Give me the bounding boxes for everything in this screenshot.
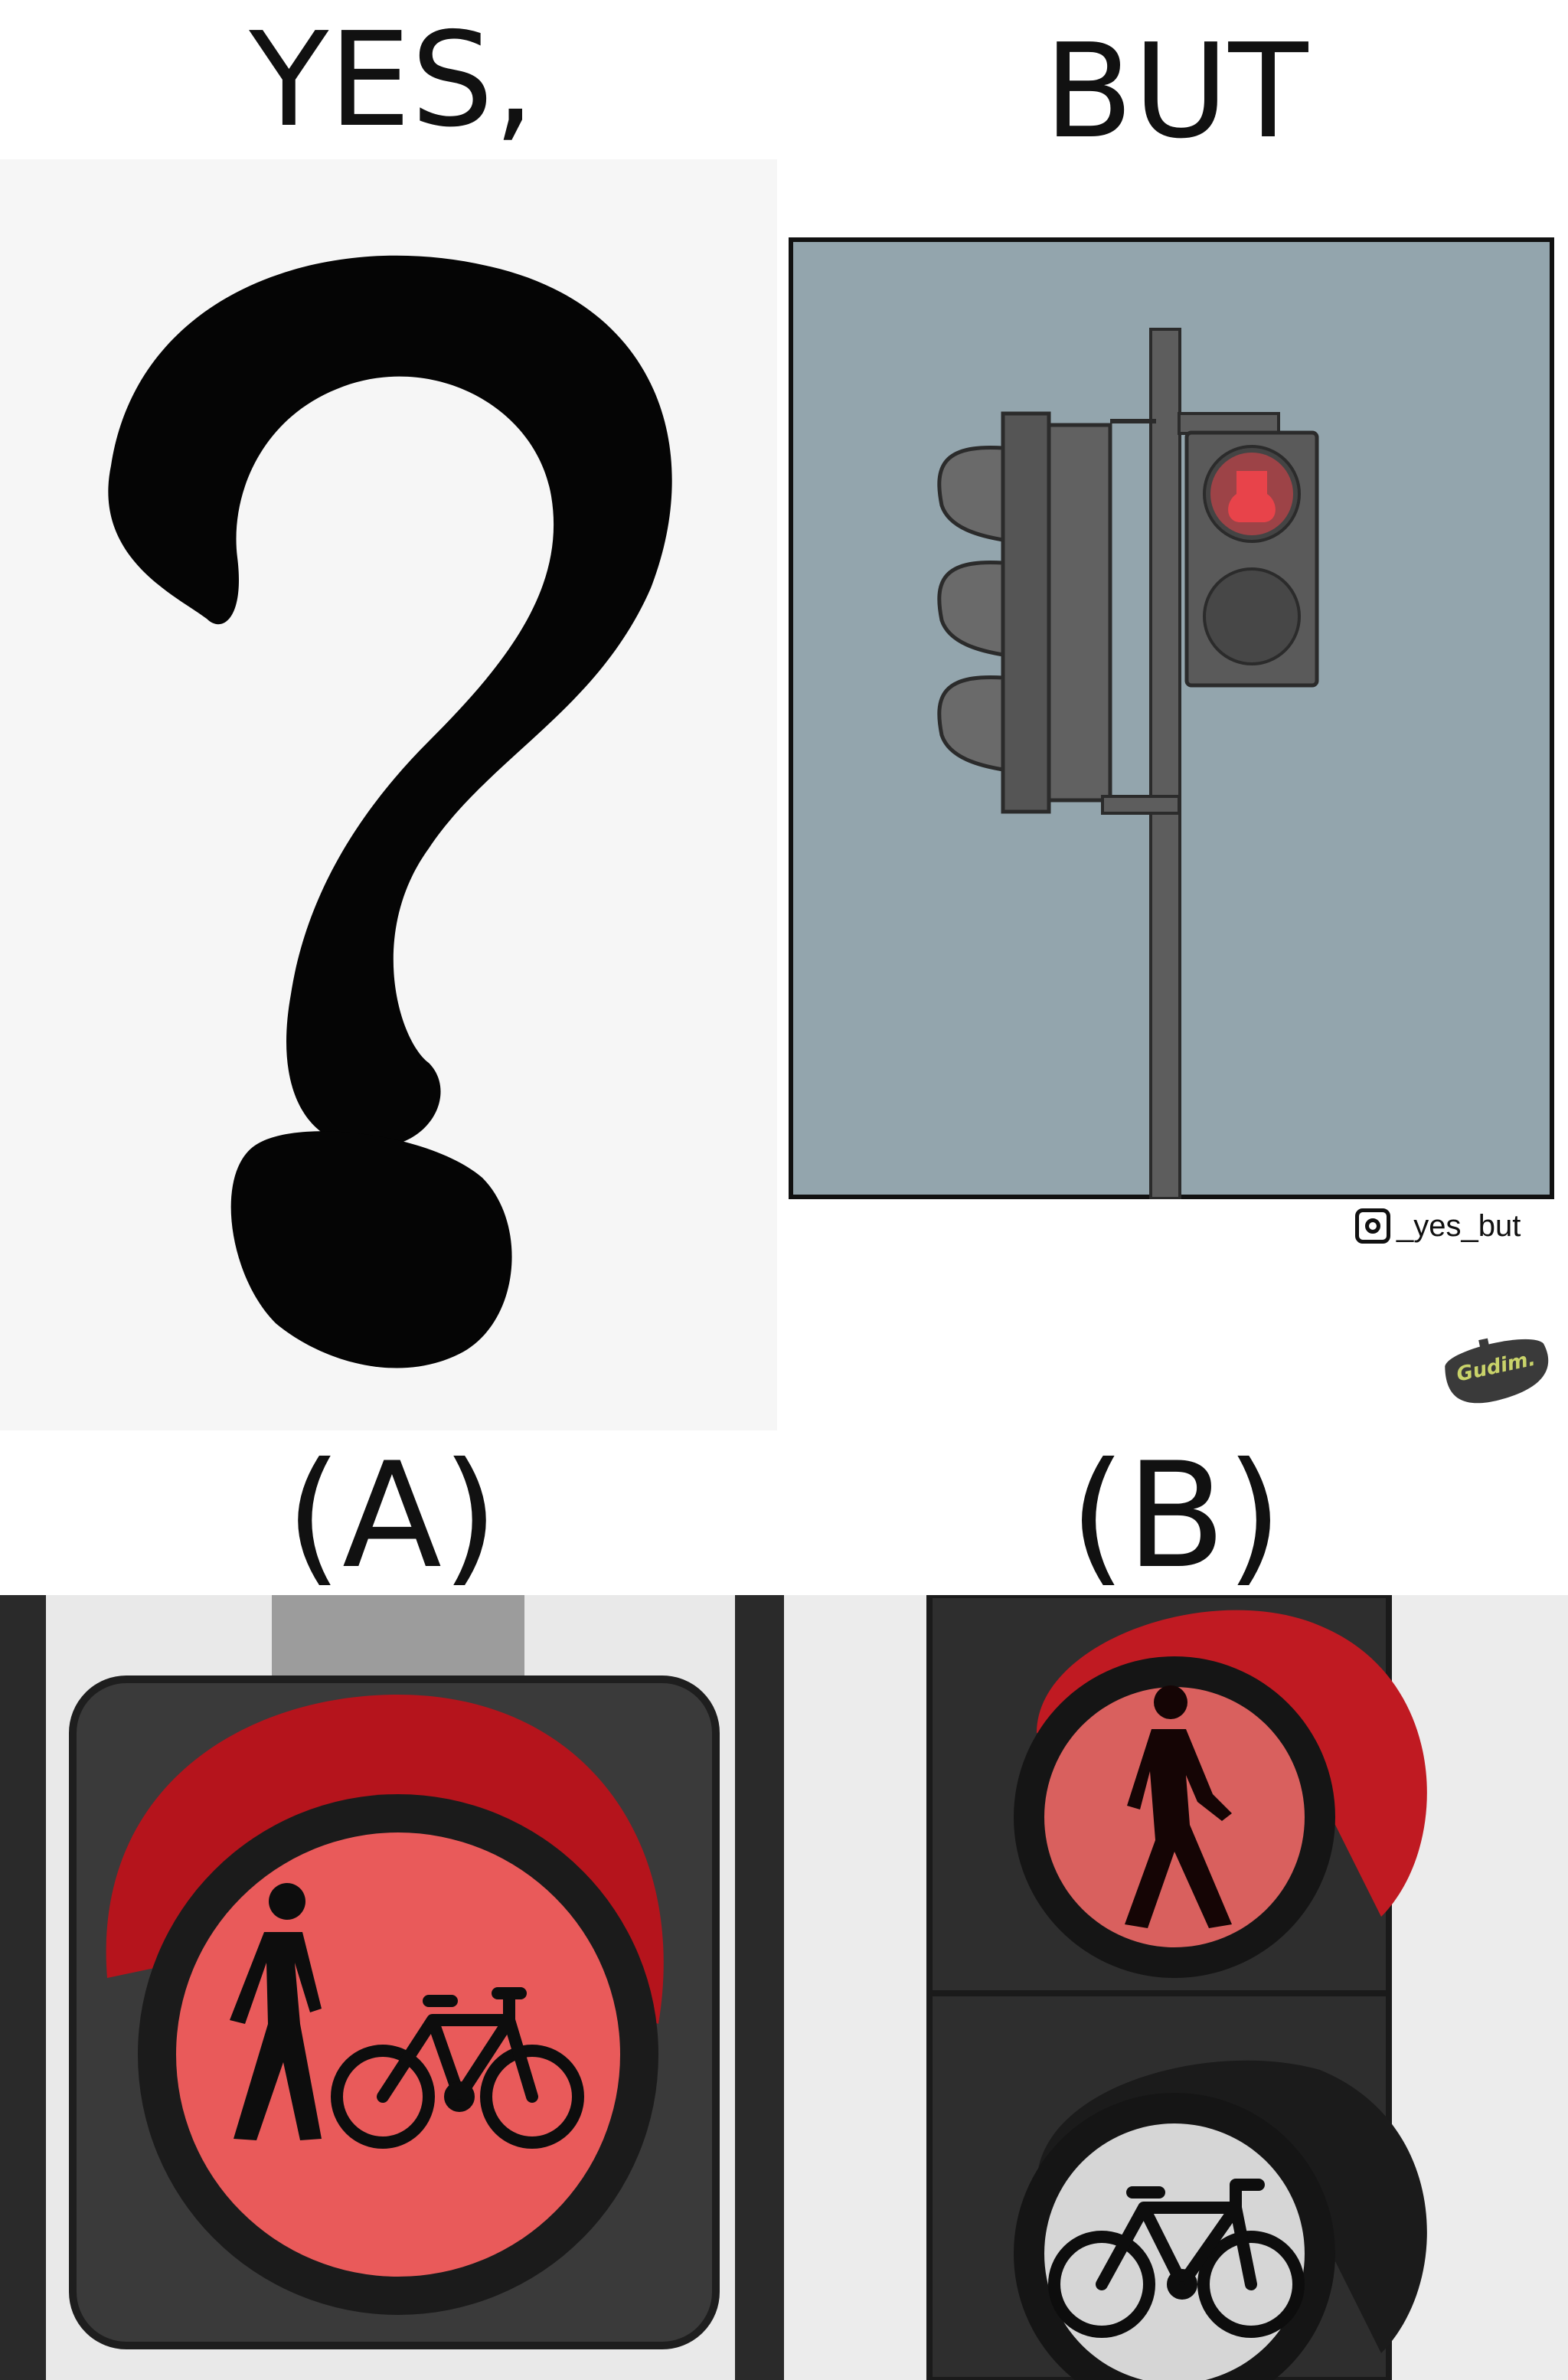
option-a-label: (A) <box>285 1431 499 1600</box>
vehicle-visor-bottom <box>937 675 1005 772</box>
instagram-watermark: _yes_but <box>1355 1206 1562 1246</box>
question-mark-icon <box>108 255 672 1368</box>
but-heading: BUT <box>1044 16 1308 168</box>
stacked-signal <box>784 1595 1568 2380</box>
question-mark-hook <box>108 255 672 1148</box>
traffic-light-icon <box>789 237 1554 1199</box>
vehicle-visor-top <box>937 445 1005 542</box>
question-mark-dot <box>230 1131 512 1368</box>
bicycle-icon <box>1048 2179 1305 2338</box>
option-b-label: (B) <box>1069 1431 1283 1600</box>
traffic-light-panel <box>789 237 1554 1199</box>
instagram-handle: _yes_but <box>1396 1208 1521 1243</box>
yes-heading: YES, <box>249 5 535 156</box>
white-light-lit <box>1044 2123 1305 2380</box>
bicycle-icon <box>331 1987 584 2149</box>
option-a-panel[interactable] <box>0 1595 784 2380</box>
instagram-icon <box>1355 1208 1390 1244</box>
pole <box>1149 328 1181 1199</box>
pedestrian-bicycle-signal <box>0 1595 784 2380</box>
vehicle-visor-middle <box>937 560 1005 657</box>
gudim-signature: Gudim. <box>1432 1321 1561 1420</box>
option-b-panel[interactable] <box>784 1595 1568 2380</box>
green-light-off <box>1203 567 1301 665</box>
pedestrian-icon <box>1125 1685 1232 1928</box>
pedestrian-icon <box>230 1883 322 2140</box>
question-mark-panel <box>0 159 777 1430</box>
